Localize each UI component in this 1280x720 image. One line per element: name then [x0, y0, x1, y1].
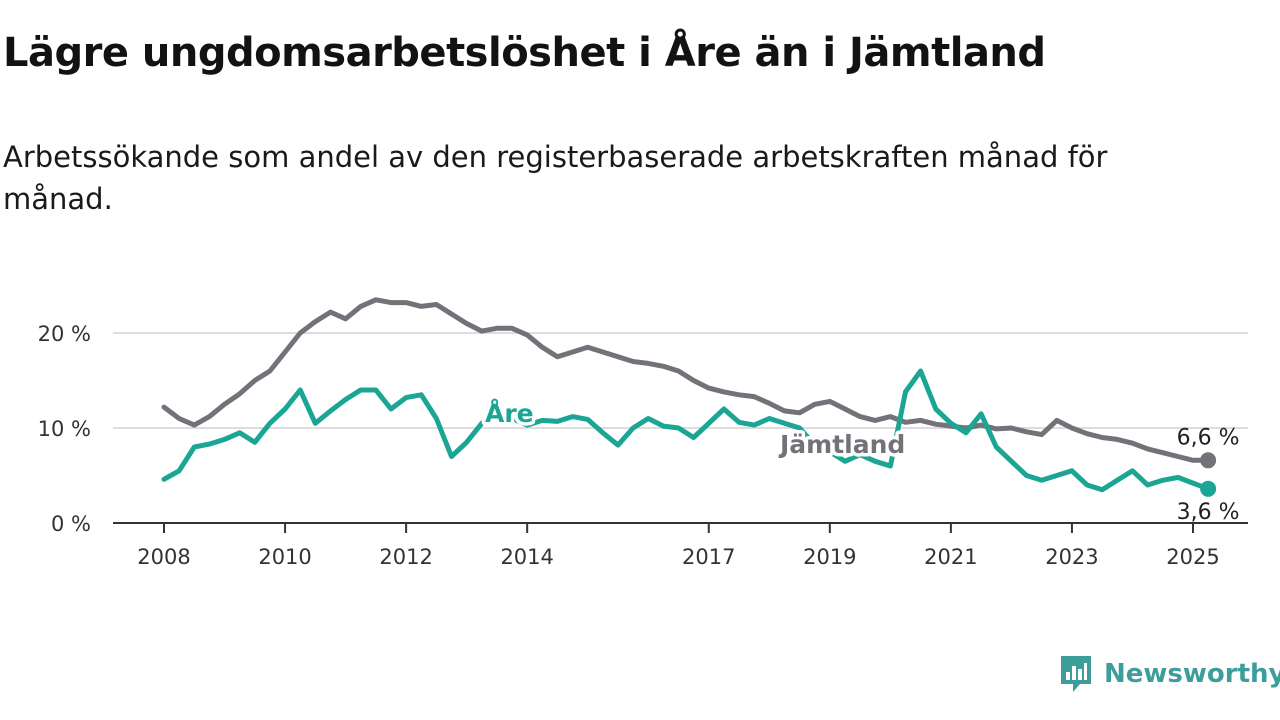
x-tick-label: 2017	[682, 545, 735, 569]
x-axis: 2008 2010 2012 2014 2017 2019 2021 2023 2025	[113, 522, 1248, 569]
series-end-point	[1200, 480, 1217, 497]
series-line-are	[161, 368, 1211, 493]
y-tick-label: 20 %	[38, 322, 91, 346]
end-value-label: 6,6 %	[1177, 425, 1240, 450]
y-axis-ticks: 0 % 10 % 20 %	[38, 322, 91, 536]
series-lines	[161, 297, 1217, 497]
end-value-label: 3,6 %	[1177, 500, 1240, 525]
labels: 6,6 % 3,6 % Jämtland Åre	[482, 396, 1240, 525]
newsworthy-logo-icon	[1061, 656, 1091, 692]
series-line-jamtland	[161, 297, 1211, 463]
series-label-jamtland: Jämtland	[778, 430, 905, 459]
x-tick-label: 2023	[1045, 545, 1098, 569]
brand-logo: Newsworthy	[1058, 654, 1280, 694]
x-tick-label: 2014	[500, 545, 553, 569]
chart-title: Lägre ungdomsarbetslöshet i Åre än i Jäm…	[3, 30, 1046, 76]
x-tick-label: 2012	[379, 545, 432, 569]
series-end-point	[1200, 452, 1217, 469]
x-tick-label: 2021	[924, 545, 977, 569]
series-label-are: Åre	[485, 399, 534, 428]
y-tick-label: 0 %	[51, 512, 91, 536]
y-tick-label: 10 %	[38, 417, 91, 441]
x-tick-label: 2019	[803, 545, 856, 569]
x-tick-label: 2025	[1166, 545, 1219, 569]
x-tick-label: 2008	[137, 545, 190, 569]
x-tick-label: 2010	[258, 545, 311, 569]
chart-subtitle: Arbetssökande som andel av den registerb…	[3, 140, 1108, 216]
brand-name: Newsworthy	[1104, 659, 1280, 689]
